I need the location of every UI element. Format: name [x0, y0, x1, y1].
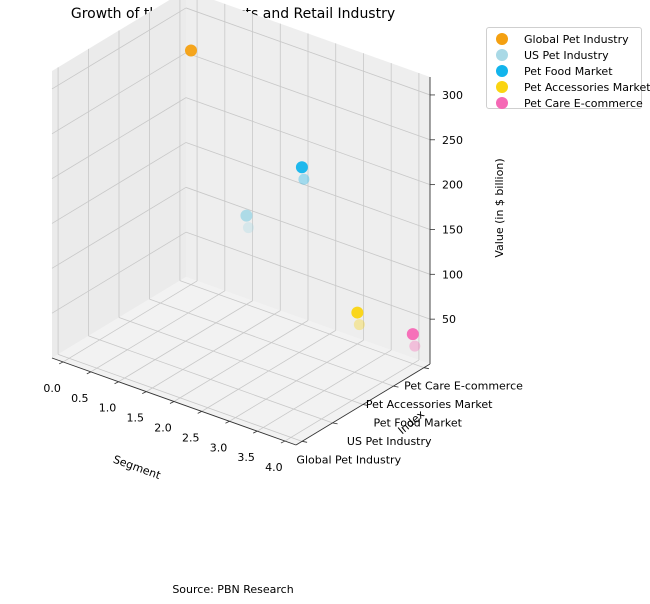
z-grid-line-left — [51, 97, 187, 179]
axis-edges — [51, 77, 435, 446]
z-tick-label: 50 — [442, 313, 456, 326]
x-tick-mark — [58, 361, 64, 365]
y-tick-mark — [423, 367, 429, 370]
x-tick-mark — [253, 430, 258, 434]
x-axis-label: Segment — [111, 453, 163, 482]
x-tick-mark — [142, 391, 147, 394]
z-tick-label: 300 — [442, 89, 463, 102]
z-grid-line-back — [185, 186, 431, 275]
z-grid-line-back — [185, 231, 431, 320]
x-tick-label: 4.0 — [265, 461, 283, 474]
legend-label: Pet Accessories Market — [524, 80, 650, 94]
grid-lines — [51, 0, 431, 442]
y-tick-mark — [393, 385, 399, 388]
x-tick-mark — [197, 411, 202, 414]
z-grid-line-back — [185, 142, 431, 230]
legend-item: Global Pet Industry — [493, 31, 635, 47]
data-point — [185, 44, 197, 57]
y-grid-line-floor — [88, 335, 333, 424]
x-tick-mark — [169, 401, 175, 404]
x-tick-label: 0.5 — [71, 392, 89, 405]
x-tick-mark — [280, 440, 286, 444]
legend-marker — [496, 33, 508, 45]
y-tick-label: Global Pet Industry — [296, 453, 401, 466]
z-axis-label: Value (in $ billion) — [493, 158, 506, 257]
data-points — [185, 44, 421, 352]
legend-item: Pet Food Market — [493, 63, 635, 79]
legend-label: Global Pet Industry — [524, 32, 629, 46]
x-tick-mark — [225, 420, 230, 424]
legend-label: Pet Food Market — [524, 64, 613, 78]
y-tick-mark — [362, 404, 369, 406]
data-point — [406, 328, 419, 341]
x-tick-label: 3.5 — [237, 451, 255, 464]
legend-item: Pet Accessories Market — [493, 79, 650, 95]
z-tick-label: 150 — [442, 223, 463, 236]
y-tick-label: Pet Food Market — [373, 417, 462, 430]
y-grid-line-floor — [118, 317, 364, 405]
x-tick-label: 2.5 — [182, 431, 200, 444]
x-tick-mark — [86, 371, 91, 375]
y-tick-mark — [332, 422, 338, 425]
z-tick-label: 250 — [442, 134, 463, 147]
y-tick-mark — [302, 440, 308, 443]
legend-item: US Pet Industry — [493, 47, 635, 63]
x-tick-label: 1.5 — [127, 412, 145, 425]
legend-item: Pet Care E-commerce — [493, 95, 643, 111]
x-tick-mark — [114, 381, 119, 385]
data-point-shadow — [242, 222, 254, 234]
z-grid-line-back — [185, 52, 431, 141]
y-tick-label: Pet Accessories Market — [366, 398, 493, 411]
y-grid-line-floor — [57, 353, 303, 442]
data-point — [351, 306, 364, 319]
legend-marker — [496, 97, 508, 109]
legend-marker — [496, 81, 508, 93]
legend-marker — [496, 65, 508, 77]
legend-marker — [496, 49, 508, 61]
y-tick-label: US Pet Industry — [347, 435, 432, 448]
z-grid-line-left — [51, 7, 187, 90]
z-tick-label: 100 — [442, 268, 463, 281]
x-tick-label: 0.0 — [43, 382, 61, 395]
source-note: Source: PBN Research — [172, 583, 294, 596]
tick-labels: 0.0 0.5 1.0 1.5 2.0 2.5 3.0 3.5 4.0 Global Pet In… — [43, 89, 523, 474]
x-tick-label: 3.0 — [210, 441, 228, 454]
legend-label: Pet Care E-commerce — [524, 96, 643, 110]
data-point-shadow — [409, 340, 421, 352]
legend-label: US Pet Industry — [524, 48, 609, 62]
z-tick-label: 200 — [442, 179, 463, 192]
z-grid-line-back — [185, 7, 431, 96]
y-grid-line-floor — [179, 280, 425, 369]
legend: Global Pet Industry US Pet Industry Pet … — [486, 27, 650, 111]
z-grid-line-left — [51, 142, 187, 224]
x-tick-label: 1.0 — [99, 402, 117, 415]
z-grid-line-left — [51, 231, 187, 314]
y-grid-line-floor — [149, 298, 394, 387]
data-point — [295, 161, 308, 174]
data-point-shadow — [353, 319, 365, 331]
z-grid-line-back — [185, 97, 431, 186]
x-tick-label: 2.0 — [154, 422, 172, 435]
y-tick-label: Pet Care E-commerce — [404, 380, 523, 393]
z-grid-line-left — [51, 186, 187, 269]
z-grid-line-left — [51, 52, 187, 135]
data-point-shadow — [298, 173, 310, 185]
data-point — [240, 209, 253, 222]
